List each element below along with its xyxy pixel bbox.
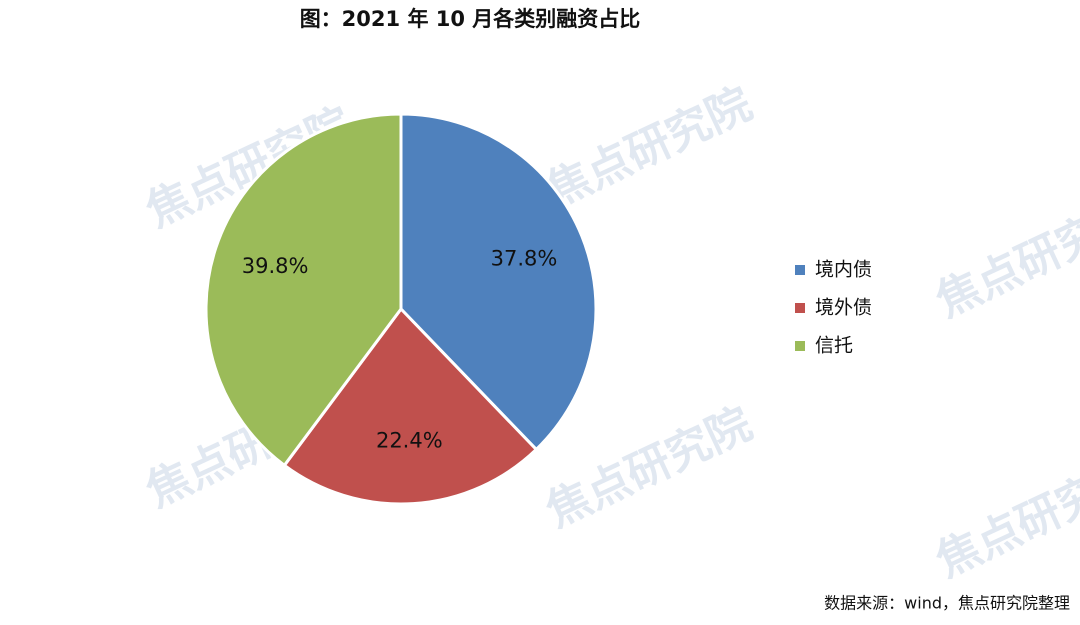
watermark: 焦点研究院 xyxy=(928,188,1080,327)
legend-label: 境内债 xyxy=(815,259,872,281)
legend-swatch xyxy=(795,341,805,351)
source-note: 数据来源：wind，焦点研究院整理 xyxy=(824,594,1070,613)
pie-slice xyxy=(204,112,403,468)
chart-title: 图：2021 年 10 月各类别融资占比 xyxy=(300,7,641,31)
legend-swatch xyxy=(795,265,805,275)
legend-swatch xyxy=(795,303,805,313)
pie-slice xyxy=(399,112,598,452)
legend-label: 境外债 xyxy=(815,297,872,319)
watermark: 焦点研究院 xyxy=(538,78,759,217)
data-label: 37.8% xyxy=(491,246,558,270)
legend-label: 信托 xyxy=(815,335,853,357)
data-label: 22.4% xyxy=(376,428,443,452)
pie-slice xyxy=(282,306,539,506)
watermark: 焦点研究院 xyxy=(928,448,1080,587)
watermark: 焦点研究院 xyxy=(538,398,759,537)
data-label: 39.8% xyxy=(242,254,309,278)
